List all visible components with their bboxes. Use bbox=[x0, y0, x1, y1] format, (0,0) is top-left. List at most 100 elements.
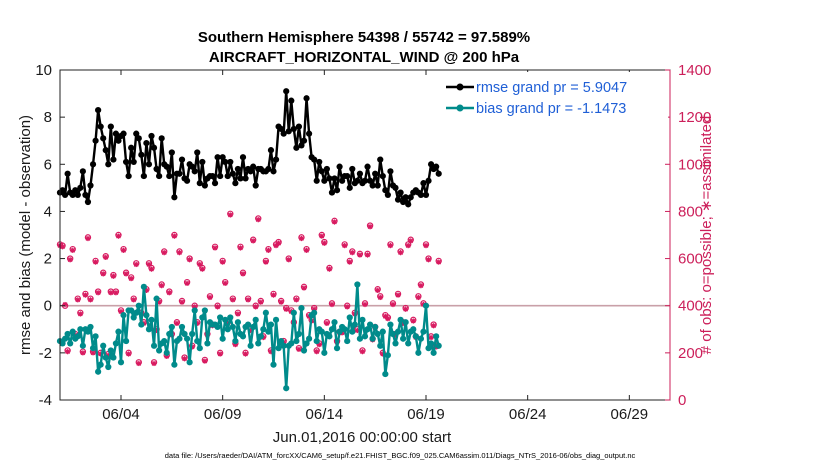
rmse-point bbox=[252, 182, 259, 189]
x-tick-label: 06/29 bbox=[611, 406, 649, 423]
bias-point bbox=[420, 328, 427, 335]
obs-assimilated-point bbox=[87, 297, 94, 303]
bias-point bbox=[405, 340, 412, 347]
rmse-point bbox=[64, 170, 71, 177]
obs-assimilated-point bbox=[255, 217, 261, 223]
bias-point bbox=[135, 302, 142, 309]
rmse-point bbox=[435, 170, 442, 177]
rmse-point bbox=[105, 161, 112, 168]
rmse-point bbox=[407, 194, 414, 201]
asterisk-stroke bbox=[314, 349, 320, 355]
obs-assimilated-point bbox=[214, 304, 221, 310]
rmse-point bbox=[84, 198, 92, 206]
asterisk-stroke bbox=[416, 295, 421, 300]
rmse-point bbox=[364, 163, 371, 170]
obs-assimilated-point bbox=[131, 297, 137, 303]
bias-point bbox=[252, 316, 259, 323]
legend-bias-marker bbox=[456, 104, 464, 112]
rmse-point bbox=[265, 165, 272, 173]
rmse-point bbox=[125, 172, 132, 180]
rmse-point bbox=[148, 132, 155, 140]
rmse-point bbox=[400, 198, 407, 206]
rmse-point bbox=[374, 182, 381, 189]
obs-assimilated-point bbox=[126, 351, 132, 357]
legend: rmse grand pr = 5.9047 bias grand pr = -… bbox=[440, 72, 668, 120]
obs-assimilated-point bbox=[296, 346, 302, 352]
obs-assimilated-point bbox=[59, 244, 66, 250]
asterisk-stroke bbox=[182, 356, 187, 362]
asterisk-stroke bbox=[296, 346, 302, 352]
obs-assimilated-point bbox=[202, 358, 208, 364]
y-left-tick-label: 4 bbox=[44, 203, 52, 220]
asterisk-stroke bbox=[111, 273, 116, 279]
y-right-tick-label: 1400 bbox=[678, 62, 711, 79]
asterisk-stroke bbox=[199, 266, 205, 272]
bias-point bbox=[178, 323, 186, 331]
bias-point bbox=[270, 361, 277, 368]
asterisk-stroke bbox=[136, 361, 142, 366]
rmse-point bbox=[369, 182, 376, 189]
rmse-point bbox=[272, 156, 280, 163]
obs-assimilated-point bbox=[108, 290, 114, 296]
bias-point bbox=[392, 340, 399, 347]
bias-point bbox=[181, 330, 188, 338]
obs-assimilated-point bbox=[301, 285, 307, 291]
bias-point bbox=[229, 323, 236, 331]
asterisk-stroke bbox=[67, 257, 73, 263]
rmse-point bbox=[163, 163, 170, 170]
obs-assimilated-point bbox=[166, 290, 172, 296]
bias-point bbox=[257, 333, 264, 340]
rmse-point bbox=[156, 172, 163, 180]
rmse-point bbox=[250, 163, 257, 170]
bias-point bbox=[354, 281, 361, 288]
bias-point bbox=[67, 340, 74, 347]
bias-point bbox=[328, 326, 336, 333]
asterisk-stroke bbox=[159, 283, 165, 289]
asterisk-stroke bbox=[405, 243, 411, 248]
rmse-point bbox=[87, 182, 94, 189]
bias-point bbox=[326, 333, 333, 340]
rmse-point bbox=[145, 161, 153, 168]
bias-point bbox=[234, 319, 242, 326]
obs-assimilated-point bbox=[103, 254, 109, 260]
y-right-tick-label: 1000 bbox=[678, 156, 711, 173]
bias-point bbox=[364, 326, 371, 333]
obs-assimilated-point bbox=[199, 266, 205, 272]
x-tick-label: 06/14 bbox=[306, 406, 344, 423]
asterisk-stroke bbox=[146, 262, 152, 267]
obs-assimilated-point bbox=[405, 243, 411, 249]
asterisk-stroke bbox=[316, 342, 322, 347]
asterisk-stroke bbox=[179, 299, 185, 305]
asterisk-stroke bbox=[385, 316, 391, 322]
rmse-point bbox=[222, 158, 229, 166]
obs-assimilated-point bbox=[123, 271, 129, 277]
asterisk-stroke bbox=[238, 245, 243, 251]
asterisk-stroke bbox=[436, 259, 442, 265]
asterisk-stroke bbox=[266, 247, 271, 253]
bias-point bbox=[417, 335, 425, 342]
legend-rmse-label: rmse grand pr = 5.9047 bbox=[476, 80, 627, 96]
bias-point bbox=[247, 342, 254, 349]
bias-point bbox=[427, 340, 435, 347]
obs-assimilated-point bbox=[303, 247, 310, 253]
bias-point bbox=[435, 342, 442, 349]
rmse-point bbox=[336, 163, 343, 170]
asterisk-stroke bbox=[227, 212, 233, 218]
rmse-point bbox=[120, 130, 127, 137]
obs-assimilated-point bbox=[265, 247, 272, 253]
data-file-footnote: data file: /Users/raeder/DAI/ATM_forcXX/… bbox=[165, 451, 636, 460]
x-axis: 06/04 06/09 06/14 06/19 06/24 06/29 bbox=[102, 70, 648, 423]
asterisk-stroke bbox=[113, 290, 119, 296]
asterisk-stroke bbox=[133, 262, 139, 267]
asterisk-stroke bbox=[197, 262, 203, 267]
legend-bias-label: bias grand pr = -1.1473 bbox=[476, 101, 626, 117]
rmse-point bbox=[239, 154, 247, 161]
bias-point bbox=[183, 335, 191, 342]
asterisk-stroke bbox=[230, 297, 236, 303]
rmse-point bbox=[183, 177, 191, 184]
rmse-point bbox=[321, 177, 328, 184]
obs-assimilated-point bbox=[250, 238, 256, 244]
bias-point bbox=[156, 347, 163, 354]
obs-assimilated-point bbox=[80, 350, 86, 356]
obs-assimilated-point bbox=[253, 304, 259, 310]
